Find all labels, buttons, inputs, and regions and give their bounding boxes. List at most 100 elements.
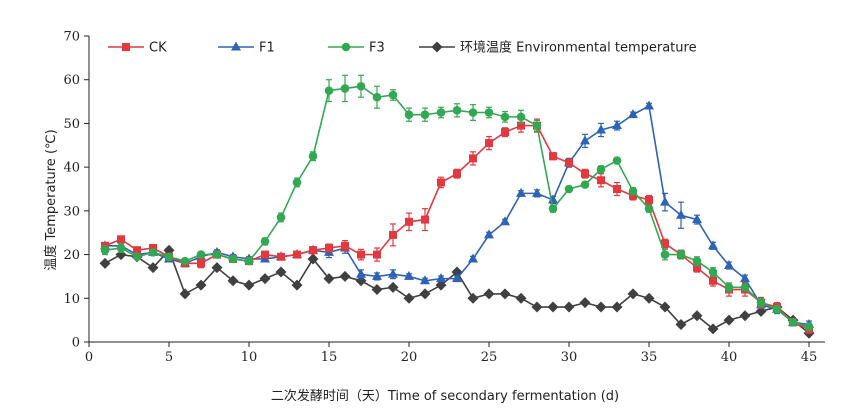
data-point [468,253,478,263]
y-tick-label: 20 [63,248,80,263]
data-point [132,252,142,262]
data-point [660,196,670,206]
data-point [707,323,719,335]
y-tick-label: 40 [63,161,80,176]
data-point [740,273,750,283]
data-point [676,209,686,219]
data-point [612,120,622,130]
data-point [579,297,591,309]
data-point [324,86,334,95]
legend-marker [122,43,130,51]
data-point [581,169,589,178]
data-point [149,244,157,253]
data-point [243,279,255,291]
data-point [484,108,494,117]
axes: 0 10 20 30 40 50 60 70 0 5 10 15 20 25 30 35 40 45 [63,30,825,365]
data-point [499,288,511,300]
series-line [105,104,810,326]
data-point [308,151,318,161]
data-point [564,184,574,194]
data-point [724,283,734,292]
data-point [148,248,158,257]
data-point [469,154,477,163]
data-point [404,270,414,280]
x-tick-label: 40 [721,350,738,365]
data-point [595,301,607,313]
data-point [436,273,446,283]
x-tick-label: 35 [641,350,658,365]
data-point [548,194,558,204]
data-point [147,262,159,274]
data-point [260,237,270,246]
data-point [437,178,445,187]
legend-label: F3 [369,41,385,56]
data-point [563,301,575,313]
data-point [629,191,637,200]
data-point [516,187,526,197]
data-point [197,259,205,268]
data-point [357,250,365,259]
x-tick-label: 20 [401,350,418,365]
data-point [261,250,269,259]
data-point [724,260,734,269]
data-point [709,276,717,285]
y-tick-label: 30 [63,204,80,219]
series-3 [99,244,815,339]
x-tick-label: 30 [561,350,578,365]
x-tick-label: 45 [801,350,818,365]
data-point [645,195,653,204]
legend: CK F1 F3 环境温度 Environmental temperature [108,40,697,56]
y-tick-label: 60 [63,73,80,88]
data-point [549,152,557,161]
data-point [692,256,702,266]
legend-marker [431,41,443,53]
legend-label: 环境温度 Environmental temperature [460,40,697,56]
data-point [307,253,319,265]
data-point [500,112,510,122]
data-point [420,110,430,119]
data-point [644,100,654,110]
data-point [627,288,639,300]
data-point [597,176,605,185]
y-tick-label: 0 [72,336,80,351]
data-point [708,240,718,250]
series-2 [100,74,814,332]
y-tick-label: 50 [63,117,80,132]
data-point [340,84,350,93]
data-point [388,268,398,278]
data-point [116,243,126,253]
data-point [309,246,317,255]
y-tick-label: 70 [63,30,80,45]
data-point [628,186,638,196]
data-point [485,139,493,148]
y-axis-title: 温度 Temperature (℃) [43,129,59,270]
data-point [501,128,509,137]
data-point [453,169,461,178]
data-point [421,215,429,224]
x-tick-label: 0 [85,350,93,365]
legend-label: F1 [259,41,275,56]
data-point [661,239,669,248]
data-point [756,298,766,307]
data-point [596,165,606,174]
data-point [517,121,525,130]
data-point [452,106,462,115]
data-point [500,216,510,226]
data-point [212,250,222,259]
data-point [693,263,701,272]
series-line [104,124,810,330]
x-tick-label: 15 [321,350,338,365]
series-0 [101,118,813,334]
data-point [179,288,191,300]
data-point [99,257,111,269]
data-point [196,250,206,259]
data-point [515,292,527,304]
data-point [740,283,750,292]
data-point [659,301,671,313]
data-point [692,214,702,224]
data-point [468,108,478,117]
data-point [275,266,287,278]
data-point [532,187,542,197]
data-point [772,304,782,314]
data-point [612,156,622,165]
